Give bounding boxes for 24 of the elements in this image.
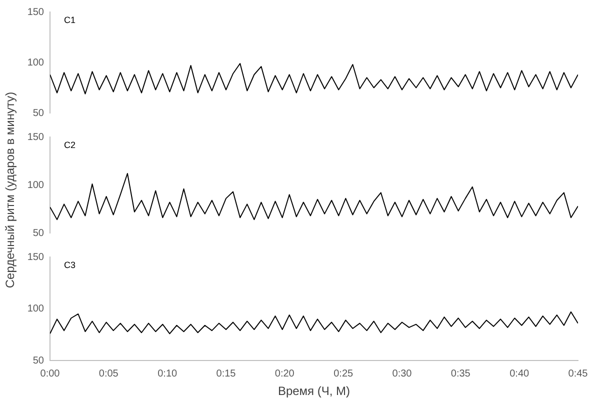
chart-title: C3	[64, 260, 76, 270]
y-tick-label: 100	[27, 180, 44, 191]
x-tick-label: 0:15	[216, 368, 236, 380]
y-tick-label: 100	[27, 304, 44, 315]
y-tick-label: 50	[32, 108, 44, 119]
x-tick-label: 0:10	[158, 368, 178, 380]
x-tick-label: 0:40	[510, 368, 530, 380]
x-axis-title: Время (Ч, М)	[278, 384, 350, 398]
y-tick-label: 150	[27, 252, 44, 263]
y-tick-label: 100	[27, 57, 44, 68]
y-tick-label: 150	[27, 6, 44, 18]
x-tick-label: 0:00	[40, 368, 60, 380]
x-tick-label: 0:35	[450, 368, 471, 380]
x-tick-label: 0:25	[334, 368, 354, 380]
x-tick-label: 0:20	[274, 368, 295, 380]
y-tick-label: 50	[32, 355, 44, 366]
x-tick-label: 0:05	[98, 368, 119, 380]
x-tick-label: 0:45	[568, 368, 588, 380]
chart-title: C1	[64, 14, 76, 25]
y-axis-title: Сердечный ритм (ударов в минуту)	[3, 92, 18, 288]
y-tick-label: 150	[27, 132, 44, 143]
x-tick-label: 0:30	[392, 368, 412, 380]
chart-title: C2	[64, 140, 76, 150]
y-tick-label: 50	[32, 228, 44, 239]
